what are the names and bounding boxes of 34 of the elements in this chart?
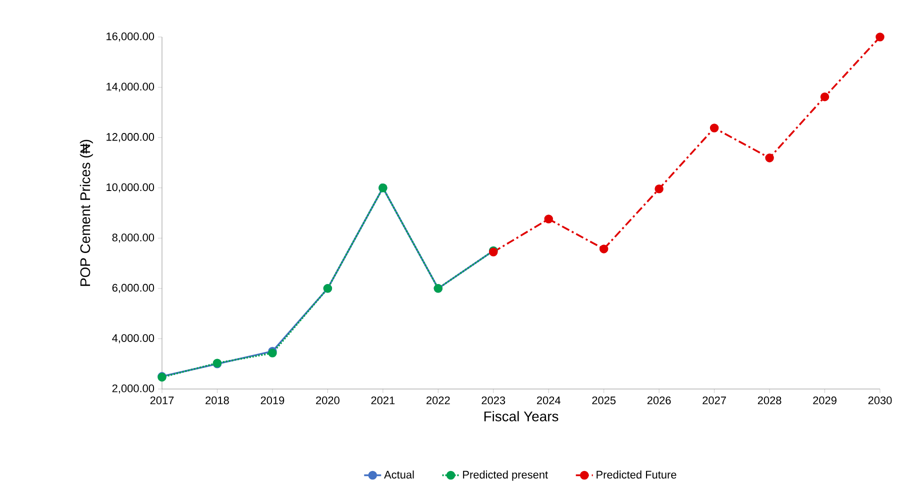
x-tick-label: 2026 [647,396,671,404]
point [820,92,830,102]
y-tick-label: 2,000.00 [112,384,154,394]
x-tick-label: 2019 [260,396,284,404]
x-tick-label: 2017 [150,396,174,404]
y-axis-title: POP Cement Prices (₦) [80,140,93,286]
x-axis-title: Fiscal Years [484,411,558,422]
y-tick-label: 8,000.00 [112,234,154,243]
x-tick-label: 2020 [316,396,340,404]
legend-label: Predicted present [463,470,548,481]
x-tick-label: 2022 [426,396,450,404]
y-tick-label: 10,000.00 [106,183,154,192]
y-tick-label: 12,000.00 [106,133,154,142]
x-tick-label: 2021 [371,396,395,404]
y-tick-label: 14,000.00 [106,82,154,92]
legend-label: Predicted Future [596,470,676,479]
point [654,184,664,194]
point [544,214,554,224]
y-tick-label: 16,000.00 [106,32,154,42]
point [765,154,774,162]
x-tick-label: 2025 [592,396,616,404]
y-tick-label: 6,000.00 [112,284,154,293]
x-tick-label: 2029 [813,396,836,404]
x-tick-label: 2023 [482,396,506,404]
point [710,124,719,132]
x-tick-label: 2028 [758,396,782,404]
point [599,244,608,254]
legend-label: Actual [384,470,414,479]
x-tick-label: 2024 [536,396,560,404]
x-tick-label: 2018 [206,396,229,404]
x-tick-label: 2027 [702,396,726,404]
point [876,32,884,42]
x-tick-label: 2030 [868,396,892,404]
y-tick-label: 4,000.00 [112,334,154,344]
